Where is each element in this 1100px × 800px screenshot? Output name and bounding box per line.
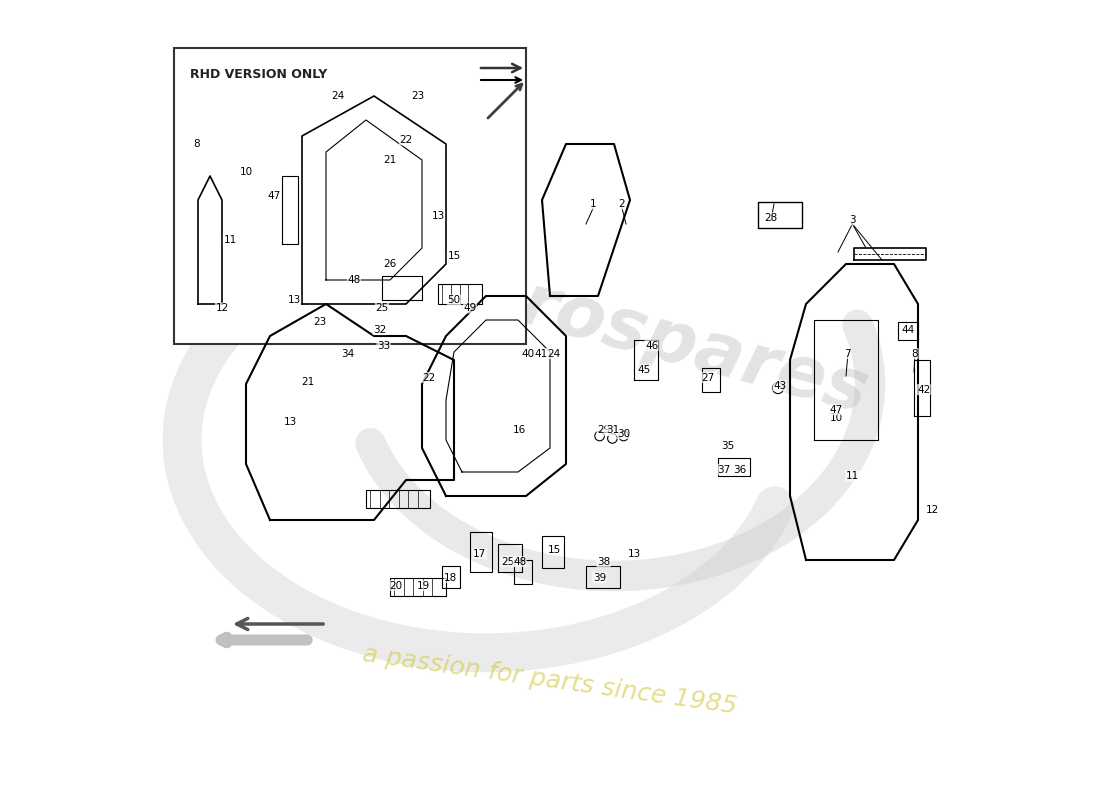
Text: 48: 48 — [513, 557, 526, 566]
Text: 11: 11 — [223, 235, 236, 245]
Text: 10: 10 — [240, 167, 253, 177]
Bar — [542, 536, 564, 568]
Text: 12: 12 — [216, 303, 229, 313]
Text: 18: 18 — [444, 573, 458, 582]
Text: 24: 24 — [548, 349, 561, 358]
Text: 10: 10 — [829, 413, 843, 422]
Text: 38: 38 — [597, 557, 611, 566]
Text: 27: 27 — [701, 373, 714, 382]
Text: 42: 42 — [917, 385, 931, 394]
Text: 35: 35 — [720, 441, 734, 450]
Text: 30: 30 — [617, 429, 630, 438]
Text: 13: 13 — [431, 211, 444, 221]
Text: 50: 50 — [448, 295, 461, 305]
Text: 22: 22 — [399, 135, 412, 145]
Text: 21: 21 — [301, 378, 315, 387]
Text: 23: 23 — [411, 91, 425, 101]
Text: 11: 11 — [846, 471, 859, 481]
Text: 29: 29 — [597, 426, 611, 435]
Bar — [438, 284, 482, 304]
Text: 41: 41 — [535, 349, 548, 358]
Text: 44: 44 — [901, 325, 914, 334]
Text: 45: 45 — [637, 365, 650, 374]
Bar — [174, 48, 526, 344]
Text: 22: 22 — [421, 373, 434, 382]
Bar — [442, 566, 460, 588]
Text: 25: 25 — [375, 303, 388, 313]
Bar — [390, 578, 446, 596]
Bar — [758, 202, 802, 228]
Text: 13: 13 — [628, 549, 641, 558]
Text: RHD VERSION ONLY: RHD VERSION ONLY — [190, 68, 328, 81]
Text: 43: 43 — [773, 381, 786, 390]
Text: 33: 33 — [377, 341, 390, 350]
Text: 16: 16 — [513, 426, 526, 435]
Text: 39: 39 — [593, 573, 606, 582]
Bar — [898, 322, 918, 340]
Text: a passion for parts since 1985: a passion for parts since 1985 — [361, 642, 739, 718]
Text: 15: 15 — [548, 545, 561, 554]
Bar — [514, 560, 531, 584]
Text: 13: 13 — [287, 295, 300, 305]
Text: 46: 46 — [645, 341, 658, 350]
Text: 40: 40 — [521, 349, 535, 358]
Bar — [702, 368, 719, 392]
Text: 21: 21 — [384, 155, 397, 165]
Text: 48: 48 — [348, 275, 361, 285]
Text: 31: 31 — [606, 426, 619, 435]
Text: 47: 47 — [267, 191, 280, 201]
Text: 28: 28 — [764, 213, 778, 222]
Text: eurospares: eurospares — [417, 243, 876, 429]
Bar — [366, 490, 430, 508]
Text: 8: 8 — [912, 349, 918, 358]
Text: 3: 3 — [849, 215, 856, 225]
Text: 17: 17 — [473, 549, 486, 558]
Bar — [718, 458, 750, 476]
Text: 36: 36 — [733, 465, 746, 474]
Text: 7: 7 — [845, 349, 851, 358]
Bar — [470, 532, 493, 572]
Text: 2: 2 — [618, 199, 625, 209]
Text: 1: 1 — [590, 199, 596, 209]
Text: 26: 26 — [384, 259, 397, 269]
Text: 47: 47 — [829, 405, 843, 414]
Text: 37: 37 — [717, 465, 730, 474]
Text: 20: 20 — [389, 581, 403, 590]
Text: 15: 15 — [448, 251, 461, 261]
Text: 19: 19 — [417, 581, 430, 590]
Text: 13: 13 — [284, 418, 297, 427]
Text: 8: 8 — [194, 139, 200, 149]
Text: 12: 12 — [926, 506, 939, 515]
Text: 34: 34 — [341, 349, 354, 358]
Text: 32: 32 — [373, 325, 386, 334]
Text: 23: 23 — [314, 318, 327, 327]
Bar — [586, 566, 619, 588]
Text: 49: 49 — [463, 303, 476, 313]
Text: 24: 24 — [331, 91, 344, 101]
Text: 25: 25 — [500, 557, 514, 566]
